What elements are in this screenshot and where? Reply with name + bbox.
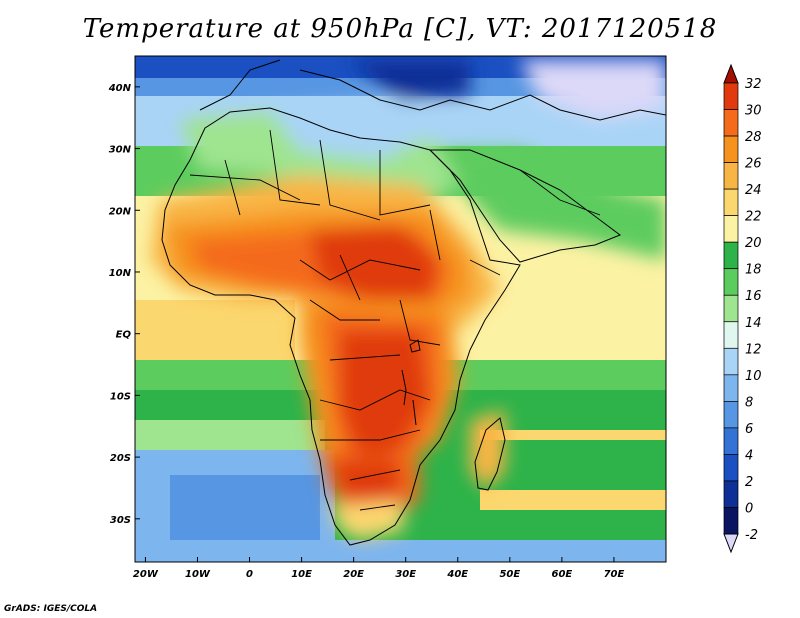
colorbar-label: 2 bbox=[745, 475, 753, 490]
colorbar-segment bbox=[723, 480, 739, 508]
colorbar-segment bbox=[723, 241, 739, 270]
grads-credit: GrADS: IGES/COLA bbox=[4, 604, 98, 614]
colorbar-label: 10 bbox=[745, 369, 762, 384]
africa-coastline bbox=[161, 107, 521, 546]
lat-tick-label: 30S bbox=[110, 515, 131, 526]
colorbar-segment bbox=[723, 109, 739, 137]
latitude-axis: 40N 30N 20N 10N EQ 10S 20S 30S bbox=[108, 83, 140, 526]
colorbar-segment bbox=[723, 268, 739, 296]
lon-tick-label: 30E bbox=[395, 569, 416, 580]
colorbar-segment bbox=[723, 162, 739, 190]
lon-tick-label: 60E bbox=[552, 569, 573, 580]
lat-tick-label: EQ bbox=[116, 330, 132, 341]
map-frame bbox=[134, 55, 667, 563]
madagascar-coastline bbox=[474, 417, 506, 491]
colorbar-segment bbox=[723, 215, 739, 243]
colorbar-label: 30 bbox=[745, 104, 762, 119]
colorbar-segment bbox=[723, 427, 739, 455]
colorbar-label: 18 bbox=[745, 263, 762, 278]
lat-tick-label: 30N bbox=[109, 145, 132, 156]
colorbar-segment bbox=[723, 82, 739, 110]
colorbar-label: 22 bbox=[745, 210, 762, 225]
colorbar-min-arrow bbox=[723, 533, 739, 554]
lon-tick-label: 20W bbox=[133, 569, 159, 580]
colorbar-label: 8 bbox=[745, 395, 753, 410]
colorbar-segment bbox=[723, 347, 739, 376]
colorbar-label: 32 bbox=[745, 77, 762, 92]
colorbar-max-arrow bbox=[723, 63, 739, 84]
colorbar-segment bbox=[723, 374, 739, 402]
colorbar-segment bbox=[723, 135, 739, 163]
colorbar-label: 6 bbox=[745, 422, 753, 437]
lat-tick-label: 40N bbox=[108, 83, 132, 94]
colorbar-segment bbox=[723, 401, 739, 429]
page-title: Temperature at 950hPa [C], VT: 201712051… bbox=[82, 14, 718, 44]
colorbar-label: 20 bbox=[745, 236, 762, 251]
coastlines-and-borders bbox=[161, 59, 666, 546]
lon-tick-label: 0 bbox=[246, 569, 253, 580]
colorbar-segment bbox=[723, 188, 739, 216]
colorbar-label: 16 bbox=[745, 289, 762, 304]
colorbar-label: 4 bbox=[745, 448, 753, 463]
colorbar-segment bbox=[723, 507, 739, 535]
lat-tick-label: 20S bbox=[110, 453, 131, 464]
lat-tick-label: 10S bbox=[110, 391, 131, 402]
colorbar-label: 28 bbox=[745, 130, 762, 145]
lat-tick-label: 20N bbox=[109, 206, 132, 217]
colorbar-label: 12 bbox=[745, 342, 762, 357]
longitude-axis: 20W 10W 0 10E 20E 30E 40E 50E 60E 70E bbox=[133, 557, 625, 580]
lat-tick-label: 10N bbox=[109, 268, 132, 279]
lon-tick-label: 70E bbox=[604, 569, 625, 580]
colorbar-segment bbox=[723, 294, 739, 323]
lon-tick-label: 50E bbox=[499, 569, 520, 580]
lakes bbox=[401, 339, 421, 426]
lon-tick-label: 20E bbox=[343, 569, 364, 580]
colorbar-label: 24 bbox=[745, 183, 762, 198]
colorbar-label: 0 bbox=[745, 501, 753, 516]
temperature-field bbox=[135, 56, 666, 562]
lon-tick-label: 10E bbox=[291, 569, 312, 580]
colorbar-label: 14 bbox=[745, 316, 762, 331]
europe-coastline bbox=[199, 59, 666, 121]
colorbar-label: -2 bbox=[745, 528, 758, 543]
colorbar-label: 26 bbox=[745, 157, 762, 172]
country-borders bbox=[189, 129, 601, 511]
colorbar-segment bbox=[723, 454, 739, 482]
lon-tick-label: 40E bbox=[446, 569, 468, 580]
lon-tick-label: 10W bbox=[185, 569, 211, 580]
colorbar-segment bbox=[723, 321, 739, 349]
